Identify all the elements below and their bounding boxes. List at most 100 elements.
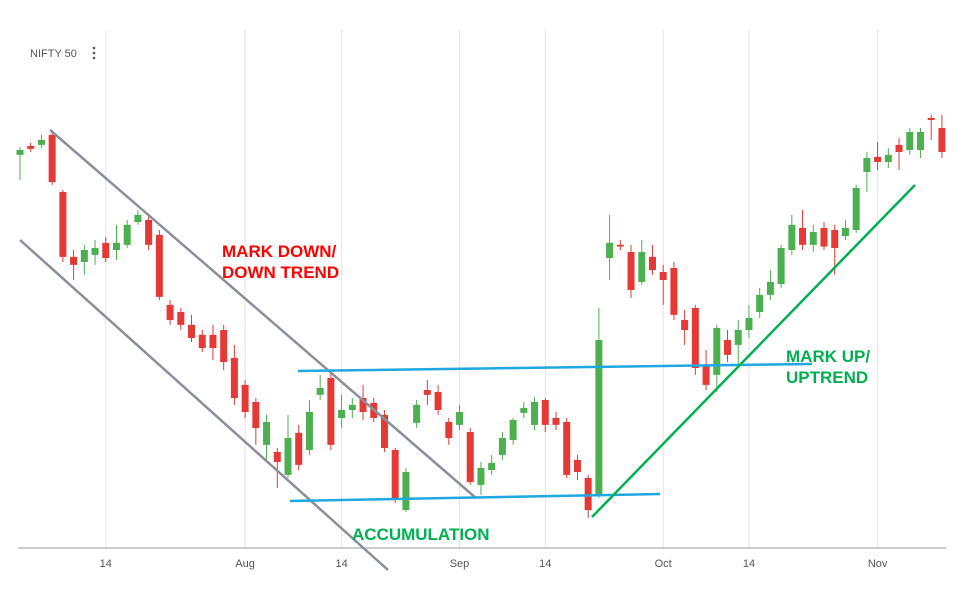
candle-body bbox=[520, 408, 528, 413]
channel-upper bbox=[49, 129, 477, 499]
candle-body bbox=[434, 392, 442, 410]
annotation: DOWN TREND bbox=[222, 263, 339, 282]
candle-body bbox=[841, 228, 849, 236]
candle-body bbox=[112, 242, 120, 250]
candle-body bbox=[316, 388, 324, 395]
candle-body bbox=[37, 140, 45, 145]
candle-body bbox=[498, 438, 506, 455]
candle-body bbox=[863, 158, 871, 172]
candle-body bbox=[16, 150, 24, 155]
candle-body bbox=[273, 452, 281, 462]
candle-body bbox=[648, 256, 656, 270]
candle-body bbox=[734, 330, 742, 345]
candle-body bbox=[402, 472, 410, 510]
candle-body bbox=[91, 248, 99, 255]
candle-body bbox=[338, 410, 346, 418]
candle-body bbox=[155, 234, 163, 297]
candle-body bbox=[809, 232, 817, 245]
annotation: ACCUMULATION bbox=[352, 525, 490, 544]
candle-body bbox=[241, 384, 249, 412]
candle-body bbox=[756, 294, 764, 312]
candle-body bbox=[252, 402, 260, 428]
candle-body bbox=[659, 272, 667, 280]
candle-body bbox=[563, 422, 571, 475]
candle-body bbox=[745, 318, 753, 330]
annotation: MARK DOWN/ bbox=[222, 242, 337, 261]
candle-body bbox=[799, 228, 807, 245]
annotation: MARK UP/ bbox=[786, 347, 870, 366]
x-tick-label: Nov bbox=[868, 558, 888, 570]
candle-body bbox=[702, 364, 710, 385]
candle-body bbox=[766, 282, 774, 295]
candle-body bbox=[552, 418, 560, 425]
chart-title: NIFTY 50 bbox=[30, 48, 77, 60]
candle-body bbox=[616, 244, 624, 247]
candle-body bbox=[627, 252, 635, 290]
candle-body bbox=[606, 242, 614, 258]
x-tick-label: Oct bbox=[655, 558, 672, 570]
candle-body bbox=[884, 154, 892, 162]
candle-body bbox=[713, 328, 721, 375]
candle-body bbox=[348, 404, 356, 410]
candle-body bbox=[874, 156, 882, 162]
candle-body bbox=[938, 128, 946, 152]
candle-body bbox=[541, 400, 549, 425]
candle-body bbox=[777, 248, 785, 284]
candle-body bbox=[423, 390, 431, 395]
menu-icon[interactable] bbox=[92, 46, 96, 60]
candle-body bbox=[188, 324, 196, 338]
candle-body bbox=[595, 340, 603, 495]
x-tick-label: Aug bbox=[235, 558, 255, 570]
candle-body bbox=[488, 462, 496, 470]
channel-lower bbox=[19, 239, 389, 571]
candle-body bbox=[413, 404, 421, 423]
candle-body bbox=[327, 378, 335, 445]
candle-body bbox=[198, 334, 206, 348]
candle-body bbox=[230, 358, 238, 398]
candle-body bbox=[80, 250, 88, 262]
candle-body bbox=[831, 230, 839, 248]
candle-body bbox=[681, 320, 689, 330]
candle-body bbox=[209, 334, 217, 348]
uptrend-line bbox=[591, 184, 916, 518]
support-line bbox=[289, 492, 661, 503]
candle-body bbox=[59, 192, 67, 257]
resistance-line bbox=[297, 362, 813, 373]
candle-body bbox=[691, 308, 699, 368]
candle-body bbox=[466, 432, 474, 482]
candle-body bbox=[263, 422, 271, 445]
x-tick-label: 14 bbox=[335, 558, 347, 570]
candle-body bbox=[27, 146, 35, 149]
candle-body bbox=[724, 340, 732, 355]
annotation: UPTREND bbox=[786, 368, 868, 387]
candle-body bbox=[220, 330, 228, 362]
candle-body bbox=[70, 256, 78, 265]
candle-body bbox=[638, 252, 646, 282]
candle-body bbox=[391, 450, 399, 500]
candle-body bbox=[477, 468, 485, 485]
candle-body bbox=[895, 144, 903, 152]
candle-body bbox=[916, 132, 924, 150]
candle-body bbox=[102, 242, 110, 258]
candle-body bbox=[380, 414, 388, 448]
candle-body bbox=[305, 412, 313, 450]
x-tick-label: 14 bbox=[743, 558, 755, 570]
candle-body bbox=[509, 420, 517, 440]
candle-body bbox=[531, 402, 539, 425]
candle-body bbox=[359, 398, 367, 412]
candle-body bbox=[284, 438, 292, 475]
candle-body bbox=[788, 224, 796, 250]
candle-body bbox=[295, 432, 303, 465]
candle-body bbox=[123, 224, 131, 245]
candle-body bbox=[820, 228, 828, 247]
candle-body bbox=[456, 412, 464, 425]
candle-body bbox=[445, 422, 453, 438]
annotations: MARK DOWN/DOWN TREND ACCUMULATION MARK UP/… bbox=[222, 242, 870, 544]
candle-body bbox=[927, 118, 935, 120]
candle-body bbox=[906, 132, 914, 150]
candle-body bbox=[145, 220, 153, 245]
x-tick-label: Sep bbox=[450, 558, 470, 570]
candle-body bbox=[48, 134, 56, 182]
